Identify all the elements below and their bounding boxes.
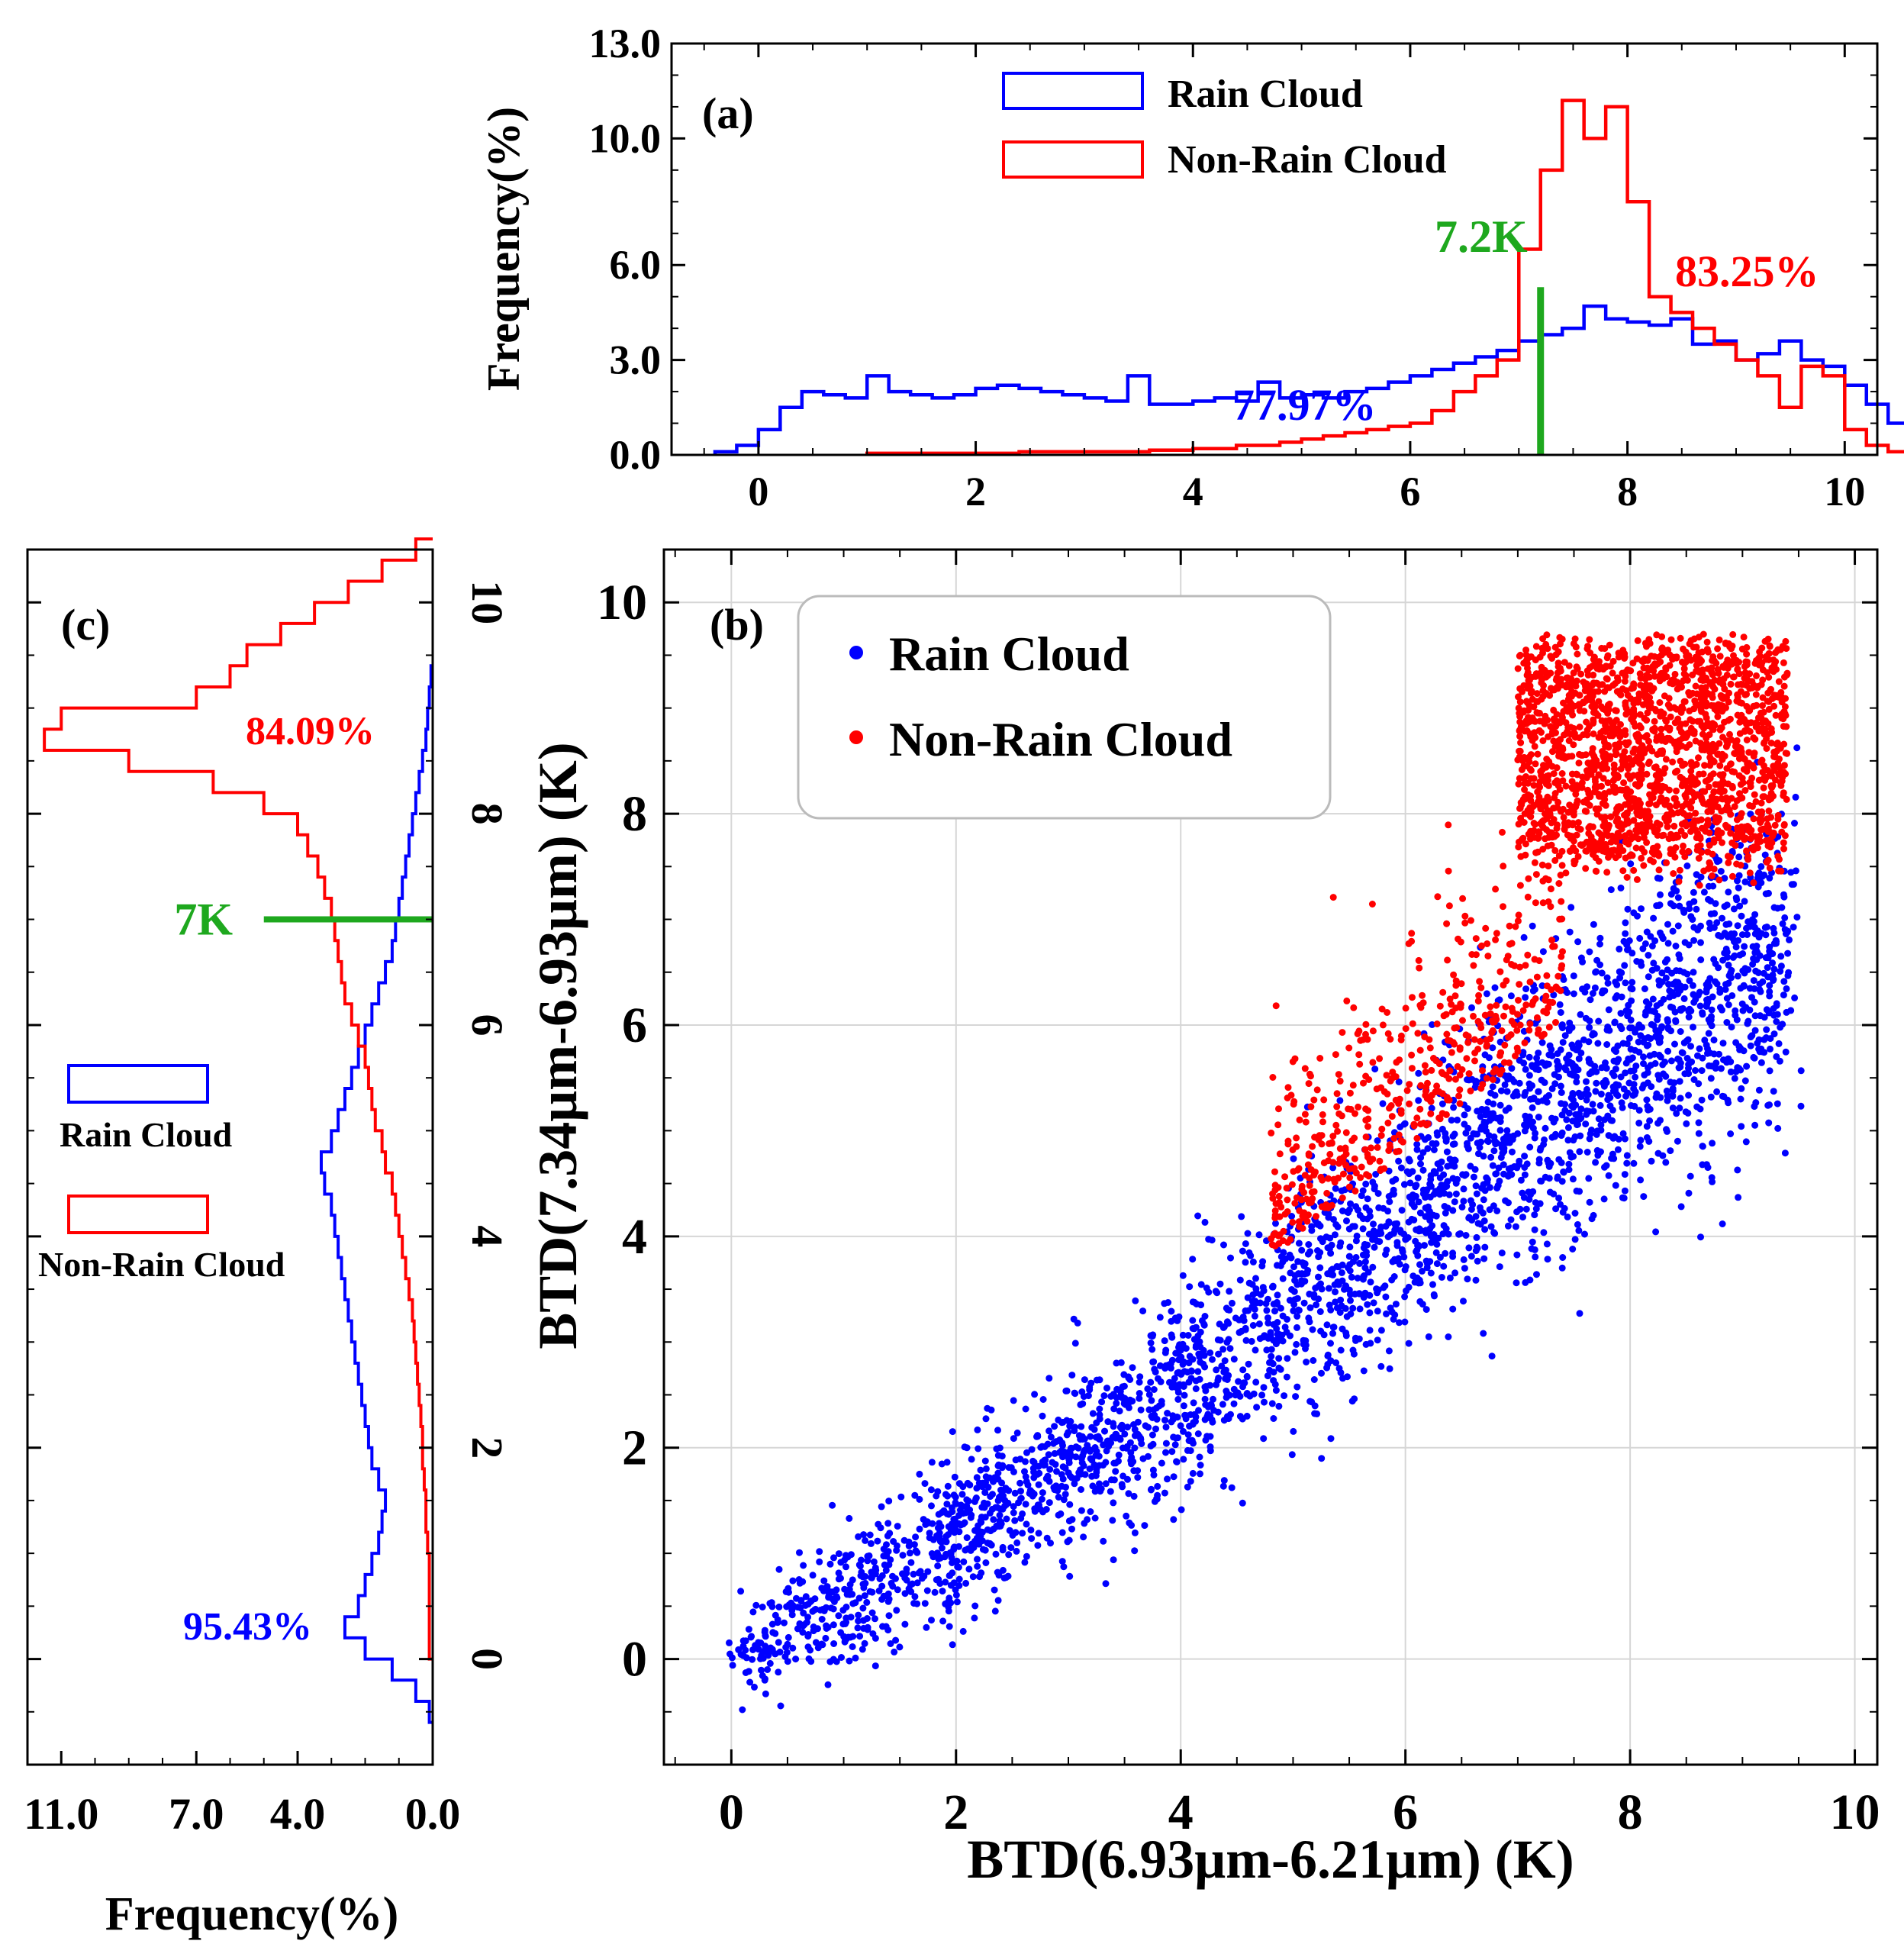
scatter-points-non-rain-cloud xyxy=(1268,630,1791,1249)
y-tick-label: 6 xyxy=(622,998,647,1053)
panel-a-frame xyxy=(670,42,1879,456)
legend-label-non-rain-cloud: Non-Rain Cloud xyxy=(1168,138,1447,182)
x-tick-label: 2 xyxy=(965,469,986,514)
y-tick-label: 3.0 xyxy=(610,337,662,383)
x-tick-label: 7.0 xyxy=(169,1789,224,1839)
y-tick-label: 0 xyxy=(622,1632,647,1688)
x-tick-label: 0 xyxy=(719,1785,744,1840)
panel-b-scatter: 0 2 4 6 8 10 0 2 4 6 8 10 (b) BTD(6.93μm-6.21μm) (K… xyxy=(527,548,1880,1890)
panel-a-annotation-non-rain: 83.25% xyxy=(1675,247,1819,296)
x-tick-label: 4 xyxy=(1168,1785,1194,1840)
y-tick-label: 10 xyxy=(597,575,647,630)
x-tick-label: 8 xyxy=(1617,469,1638,514)
panel-a-annotation-rain: 77.97% xyxy=(1232,380,1377,430)
legend-box xyxy=(797,595,1332,820)
x-tick-label: 0 xyxy=(748,469,768,514)
histogram-line-rain-cloud xyxy=(319,664,433,1724)
y-tick-label: 0.0 xyxy=(610,432,662,478)
legend-label-non-rain-cloud: Non-Rain Cloud xyxy=(38,1245,285,1284)
y-tick-label: 8 xyxy=(622,786,647,842)
panel-a-label: (a) xyxy=(702,89,754,138)
legend-label-non-rain-cloud: Non-Rain Cloud xyxy=(889,712,1232,766)
x-tick-label: 11.0 xyxy=(24,1789,98,1839)
x-tick-label: 2 xyxy=(943,1785,968,1840)
x-tick-label: 0.0 xyxy=(405,1789,461,1839)
legend-label-rain-cloud: Rain Cloud xyxy=(889,627,1129,681)
y-tick-label: 6 xyxy=(462,1014,512,1036)
panel-a-histogram: 0 2 4 6 8 10 0.0 3.0 6.0 10.0 13.0 (a) Frequency(%… xyxy=(478,21,1904,514)
panel-b-legend: Rain Cloud Non-Rain Cloud xyxy=(797,595,1332,820)
panel-c-x-axis-label: Frequency(%) xyxy=(105,1888,399,1940)
y-tick-label: 10.0 xyxy=(589,115,662,161)
x-tick-label: 8 xyxy=(1618,1785,1643,1840)
legend-marker-non-rain-cloud xyxy=(849,730,863,744)
y-tick-label: 13.0 xyxy=(589,21,662,66)
legend-swatch-rain-cloud xyxy=(67,1064,209,1104)
panel-c-label: (c) xyxy=(61,600,110,650)
histogram-line-non-rain-cloud xyxy=(865,98,1904,456)
panel-c-annotation-rain: 95.43% xyxy=(183,1605,312,1649)
y-tick-label: 4 xyxy=(462,1225,512,1247)
x-tick-label: 4 xyxy=(1183,469,1203,514)
panel-b-frame xyxy=(662,548,1879,1766)
panel-a-y-axis-label: Frequency(%) xyxy=(478,107,529,391)
panel-c-histogram: 11.0 7.0 4.0 0.0 0 2 4 6 8 10 (c) Frequency(%) 7K… xyxy=(24,537,512,1940)
panel-b-x-axis-label: BTD(6.93μm-6.21μm) (K) xyxy=(967,1829,1574,1890)
legend-swatch-non-rain-cloud xyxy=(67,1195,209,1234)
x-tick-label: 10 xyxy=(1824,469,1865,514)
y-tick-label: 2 xyxy=(462,1436,512,1459)
legend-label-rain-cloud: Rain Cloud xyxy=(1168,73,1363,116)
y-tick-label: 10 xyxy=(462,580,512,624)
legend-swatch-non-rain-cloud xyxy=(1002,140,1144,179)
y-tick-label: 6.0 xyxy=(610,242,662,288)
x-tick-label: 10 xyxy=(1830,1785,1880,1840)
legend-swatch-rain-cloud xyxy=(1002,72,1144,110)
x-tick-label: 6 xyxy=(1393,1785,1418,1840)
panel-c-annotation-non-rain: 84.09% xyxy=(246,710,375,753)
legend-label-rain-cloud: Rain Cloud xyxy=(60,1115,233,1154)
panel-b-label: (b) xyxy=(710,600,764,650)
legend-marker-rain-cloud xyxy=(849,646,863,659)
y-tick-label: 8 xyxy=(462,803,512,825)
histogram-line-rain-cloud xyxy=(713,304,1904,455)
panel-c-legend: Rain Cloud Non-Rain Cloud xyxy=(38,1064,285,1284)
panel-a-threshold-label: 7.2K xyxy=(1435,211,1528,262)
y-tick-label: 0 xyxy=(462,1648,512,1670)
panel-c-threshold-label: 7K xyxy=(174,895,233,945)
y-tick-label: 4 xyxy=(622,1209,647,1265)
y-tick-label: 2 xyxy=(622,1420,647,1476)
panel-a-legend: Rain Cloud Non-Rain Cloud xyxy=(1002,72,1447,182)
x-tick-label: 4.0 xyxy=(270,1789,326,1839)
histogram-line-non-rain-cloud xyxy=(43,537,433,1661)
panel-b-y-axis-label: BTD(7.34μm-6.93μm) (K) xyxy=(527,742,588,1349)
scatter-points-rain-cloud xyxy=(726,744,1805,1714)
x-tick-label: 6 xyxy=(1400,469,1420,514)
